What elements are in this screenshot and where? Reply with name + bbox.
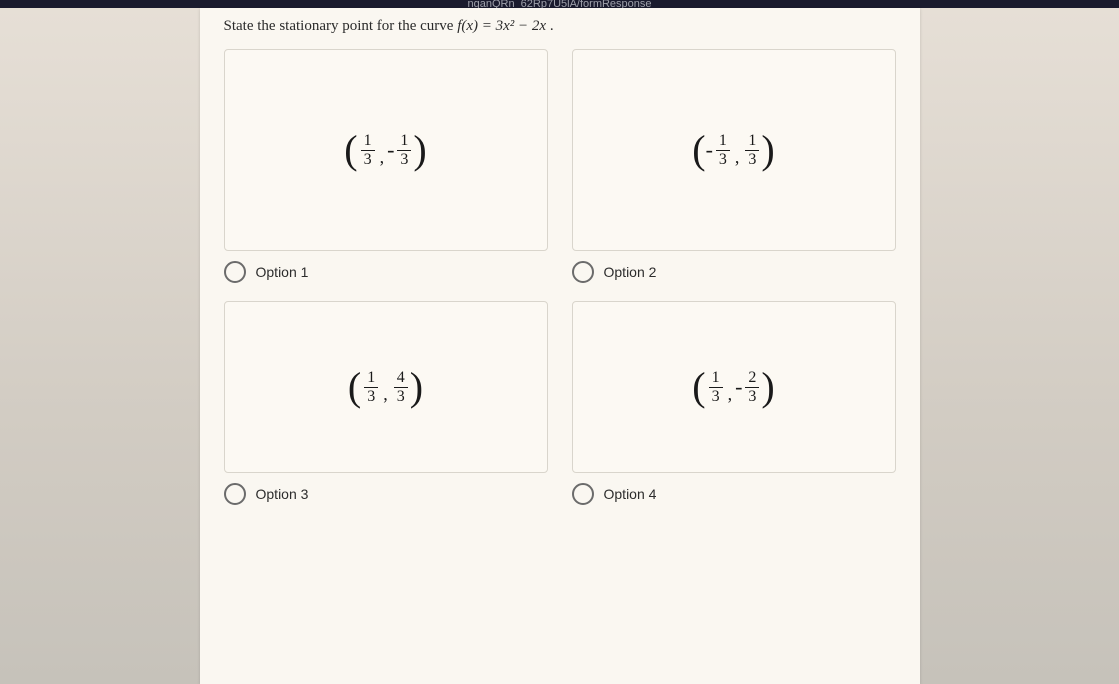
fraction: 1 3	[361, 133, 375, 168]
option-2[interactable]: ( - 1 3 , 1	[572, 49, 896, 283]
left-paren-icon: (	[692, 130, 705, 170]
fraction: 2 3	[745, 370, 759, 405]
option-2-label: Option 2	[604, 264, 657, 280]
question-function-lhs: f(x)	[457, 18, 478, 34]
radio-icon[interactable]	[572, 261, 594, 283]
option-3-label: Option 3	[256, 486, 309, 502]
left-paren-icon: (	[348, 367, 361, 407]
fraction: 1 3	[709, 370, 723, 405]
option-3-box: ( 1 3 , 4	[224, 301, 548, 473]
fraction: 1 3	[364, 370, 378, 405]
sign-b: -	[387, 137, 394, 163]
sign-b: -	[735, 374, 742, 400]
right-paren-icon: )	[761, 367, 774, 407]
option-1[interactable]: ( 1 3 , - 1	[224, 49, 548, 283]
question-prefix: State the stationary point for the curve	[224, 18, 458, 34]
radio-icon[interactable]	[224, 483, 246, 505]
radio-icon[interactable]	[224, 261, 246, 283]
page-background: State the stationary point for the curve…	[0, 8, 1119, 684]
option-3[interactable]: ( 1 3 , 4	[224, 301, 548, 505]
fraction: 4 3	[394, 370, 408, 405]
option-1-label: Option 1	[256, 264, 309, 280]
option-4-label-row[interactable]: Option 4	[572, 483, 896, 505]
browser-url-bar: nganQRn_62Rp7U5lA/formResponse	[0, 0, 1119, 8]
option-4[interactable]: ( 1 3 , - 2	[572, 301, 896, 505]
fraction: 1 3	[745, 133, 759, 168]
right-paren-icon: )	[410, 367, 423, 407]
right-paren-icon: )	[761, 130, 774, 170]
question-text: State the stationary point for the curve…	[224, 18, 896, 35]
options-grid: ( 1 3 , - 1	[224, 49, 896, 505]
form-card: State the stationary point for the curve…	[200, 8, 920, 684]
option-3-label-row[interactable]: Option 3	[224, 483, 548, 505]
radio-icon[interactable]	[572, 483, 594, 505]
option-1-label-row[interactable]: Option 1	[224, 261, 548, 283]
left-paren-icon: (	[692, 367, 705, 407]
comma: ,	[735, 147, 740, 170]
question-suffix: .	[550, 18, 554, 34]
fraction: 1 3	[397, 133, 411, 168]
option-2-expression: ( - 1 3 , 1	[692, 130, 774, 170]
sign-a: -	[706, 137, 713, 163]
option-2-label-row[interactable]: Option 2	[572, 261, 896, 283]
option-1-expression: ( 1 3 , - 1	[344, 130, 426, 170]
comma: ,	[728, 384, 733, 407]
option-3-expression: ( 1 3 , 4	[348, 367, 423, 407]
comma: ,	[380, 147, 385, 170]
option-2-box: ( - 1 3 , 1	[572, 49, 896, 251]
option-1-box: ( 1 3 , - 1	[224, 49, 548, 251]
option-4-box: ( 1 3 , - 2	[572, 301, 896, 473]
question-function-rhs: = 3x² − 2x	[482, 18, 546, 34]
comma: ,	[383, 384, 388, 407]
url-fragment: nganQRn_62Rp7U5lA/formResponse	[467, 0, 651, 8]
right-paren-icon: )	[413, 130, 426, 170]
fraction: 1 3	[716, 133, 730, 168]
option-4-label: Option 4	[604, 486, 657, 502]
option-4-expression: ( 1 3 , - 2	[692, 367, 774, 407]
left-paren-icon: (	[344, 130, 357, 170]
